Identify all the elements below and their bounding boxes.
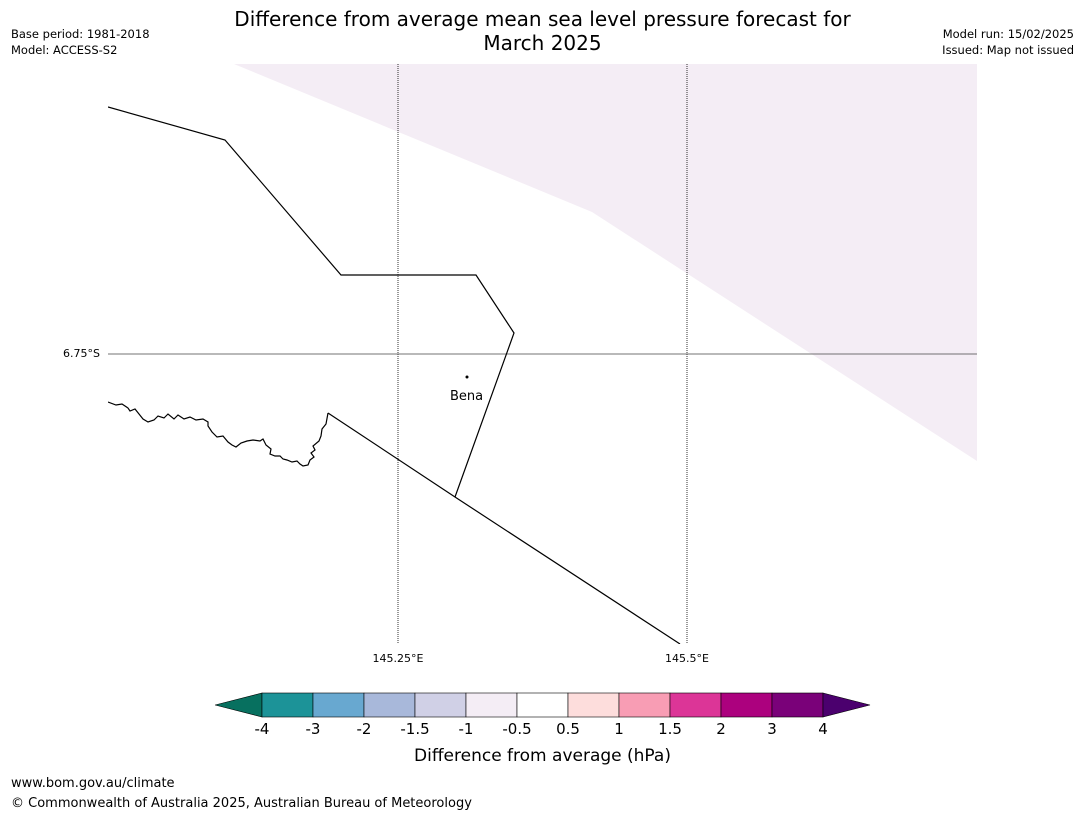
colorbar-cell (771, 692, 824, 718)
colorbar-tick-label: 4 (818, 720, 828, 738)
map-title: Difference from average mean sea level p… (0, 7, 1085, 55)
colorbar-tick-label: -4 (254, 720, 270, 738)
map-metadata-right: Model run: 15/02/2025 Issued: Map not is… (942, 26, 1074, 58)
colorbar-cell (618, 692, 671, 718)
colorbar-tick-label: -1 (458, 720, 474, 738)
footer-url[interactable]: www.bom.gov.au/climate (11, 776, 175, 791)
colorbar-title: Difference from average (hPa) (414, 746, 671, 766)
colorbar-cell (465, 692, 518, 718)
colorbar-cell (516, 692, 569, 718)
colorbar-extend-low (214, 692, 263, 718)
colorbar-tick-label: -1.5 (400, 720, 430, 738)
footer-copyright: © Commonwealth of Australia 2025, Austra… (11, 796, 472, 811)
lon-label-145-5e: 145.5°E (665, 652, 709, 665)
colorbar-cell (261, 692, 314, 718)
province-boundary (108, 106, 515, 498)
lon-label-145-25e: 145.25°E (372, 652, 424, 665)
colorbar-cell (363, 692, 416, 718)
issued-status: Issued: Map not issued (942, 43, 1074, 57)
province-boundary-lower (327, 412, 681, 644)
colorbar (214, 692, 871, 724)
colorbar-tick-label: -0.5 (502, 720, 532, 738)
bena-location-marker (465, 375, 469, 379)
colorbar-cell (720, 692, 773, 718)
base-period: Base period: 1981-2018 (11, 27, 150, 41)
colorbar-cell (669, 692, 722, 718)
map-canvas (108, 64, 977, 644)
colorbar-extend-high (822, 692, 871, 718)
colorbar-tick-label: 0.5 (556, 720, 580, 738)
colorbar-tick-label: 3 (767, 720, 777, 738)
colorbar-tick-label: 1 (614, 720, 624, 738)
colorbar-tick-label: 1.5 (658, 720, 682, 738)
colorbar-graphic (214, 692, 871, 718)
colorbar-cell (414, 692, 467, 718)
map-area (108, 64, 977, 644)
map-metadata-left: Base period: 1981-2018 Model: ACCESS-S2 (11, 26, 150, 58)
title-line-1: Difference from average mean sea level p… (234, 7, 851, 31)
colorbar-tick-label: -3 (305, 720, 321, 738)
lat-label-6-75s: 6.75°S (63, 347, 100, 360)
colorbar-tick-label: -2 (356, 720, 372, 738)
model-run: Model run: 15/02/2025 (942, 27, 1074, 41)
colorbar-tick-label: 2 (716, 720, 726, 738)
colorbar-cell (312, 692, 365, 718)
title-line-2: March 2025 (483, 31, 602, 55)
river-line (108, 401, 329, 467)
colorbar-cell (567, 692, 620, 718)
model-name: Model: ACCESS-S2 (11, 43, 118, 57)
shaded-forecast-region (234, 64, 977, 461)
place-label-bena: Bena (450, 389, 484, 404)
